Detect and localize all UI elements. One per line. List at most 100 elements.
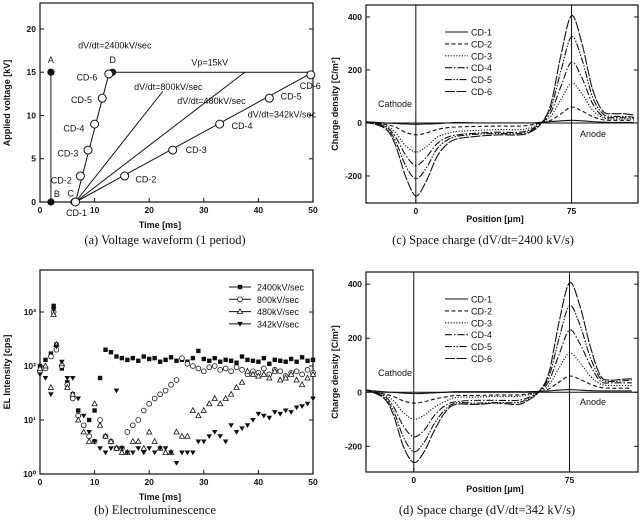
square-marker xyxy=(136,358,141,363)
plot-frame xyxy=(365,271,639,473)
triangle-up-marker xyxy=(36,364,44,371)
triangle-down-marker xyxy=(233,429,240,435)
cd-point xyxy=(264,93,274,103)
square-marker xyxy=(48,351,54,356)
cd-point xyxy=(90,119,100,129)
series-line-CD-1 xyxy=(366,389,632,395)
circle-marker xyxy=(211,363,218,369)
square-marker xyxy=(119,355,125,361)
y-tick-label: -200 xyxy=(345,171,362,181)
x-tick-label: 75 xyxy=(565,475,575,485)
x-tick-label: 50 xyxy=(308,205,318,215)
square-marker xyxy=(97,375,103,381)
circle-marker xyxy=(151,395,158,402)
series-line-CD-6 xyxy=(366,15,634,197)
square-marker xyxy=(108,350,114,355)
triangle-down-marker xyxy=(157,446,163,452)
y-tick-label: 20 xyxy=(27,24,37,34)
legend-label: CD-2 xyxy=(471,39,492,49)
square-marker xyxy=(212,355,217,361)
legend-item: 480kV/sec xyxy=(229,307,300,317)
triangle-up-marker xyxy=(260,370,268,377)
square-marker xyxy=(278,358,283,363)
triangle-down-marker xyxy=(173,460,180,466)
cd-point xyxy=(168,145,178,155)
cd-point xyxy=(70,197,80,207)
series-line-CD-1 xyxy=(366,119,634,125)
triangle-up-marker xyxy=(96,421,104,428)
triangle-down-marker xyxy=(50,307,57,313)
y-tick-label: 0 xyxy=(357,387,362,397)
square-marker xyxy=(43,357,48,363)
triangle-down-marker xyxy=(37,372,43,378)
cd-point xyxy=(83,145,93,155)
y-tick-label: 10⁰ xyxy=(23,469,36,479)
square-marker xyxy=(92,408,97,413)
triangle-up-marker xyxy=(298,381,306,388)
triangle-up-marker xyxy=(102,432,109,439)
square-marker xyxy=(250,358,256,363)
annotation-label: CD-4 xyxy=(232,121,253,131)
triangle-up-marker xyxy=(249,370,257,377)
y-tick-label: 0 xyxy=(357,118,362,128)
circle-marker xyxy=(299,371,305,378)
triangle-up-marker xyxy=(69,390,77,397)
square-marker xyxy=(163,357,168,363)
annotation-label: dV/dt=2400kV/sec xyxy=(78,40,152,50)
legend-label: 800kV/sec xyxy=(257,295,300,305)
filled-point xyxy=(47,68,55,76)
circle-marker xyxy=(201,368,207,375)
square-marker xyxy=(196,348,201,354)
square-marker xyxy=(130,355,136,361)
triangle-down-marker xyxy=(250,418,256,423)
voltage-ramp-line xyxy=(75,73,110,203)
circle-marker xyxy=(173,377,180,383)
anode-label: Anode xyxy=(580,129,606,139)
triangle-down-marker xyxy=(195,439,202,445)
annotation-label: CD-4 xyxy=(63,123,84,133)
x-axis-label: Position [μm] xyxy=(466,484,524,494)
triangle-down-marker xyxy=(80,413,87,419)
triangle-down-marker xyxy=(69,375,76,381)
square-marker xyxy=(103,347,108,352)
triangle-up-marker xyxy=(238,378,246,385)
cd-point xyxy=(104,69,114,79)
y-tick-label: -200 xyxy=(345,441,362,451)
triangle-up-marker xyxy=(304,374,311,381)
legend-item: 342kV/sec xyxy=(229,319,300,329)
y-tick-label: 10¹ xyxy=(24,415,36,425)
legend-label: CD-1 xyxy=(471,295,492,305)
triangle-up-marker xyxy=(42,362,49,369)
triangle-down-marker xyxy=(255,411,262,417)
legend-label: CD-5 xyxy=(471,342,492,352)
annotation-label: D xyxy=(109,55,116,65)
annotation-label: A xyxy=(48,55,54,65)
triangle-down-marker xyxy=(217,434,223,440)
triangle-up-marker xyxy=(135,437,142,444)
series-line-CD-5 xyxy=(366,36,634,180)
triangle-up-marker xyxy=(173,428,180,435)
filled-point xyxy=(47,198,55,206)
y-axis-label: Charge density [C/m²] xyxy=(330,325,340,419)
triangle-up-marker xyxy=(129,437,137,444)
circle-marker xyxy=(135,417,142,423)
triangle-down-marker xyxy=(91,439,98,445)
triangle-down-marker xyxy=(211,429,218,435)
series-line-CD-2 xyxy=(366,106,634,136)
square-marker xyxy=(272,357,277,363)
triangle-down-marker xyxy=(119,446,125,452)
triangle-down-marker xyxy=(97,446,103,452)
circle-marker xyxy=(168,381,174,388)
y-tick-label: 5 xyxy=(31,154,36,164)
x-axis-label: Position [μm] xyxy=(466,214,524,224)
triangle-up-marker xyxy=(184,432,191,439)
circle-marker xyxy=(206,364,213,371)
annotation-label: CD-5 xyxy=(281,91,302,101)
circle-marker xyxy=(184,360,191,367)
triangle-down-marker xyxy=(228,423,234,429)
triangle-down-marker xyxy=(135,446,142,452)
triangle-down-marker xyxy=(86,429,92,435)
legend-label: CD-1 xyxy=(471,28,492,38)
triangle-up-marker xyxy=(80,428,87,435)
triangle-down-marker xyxy=(162,446,169,452)
